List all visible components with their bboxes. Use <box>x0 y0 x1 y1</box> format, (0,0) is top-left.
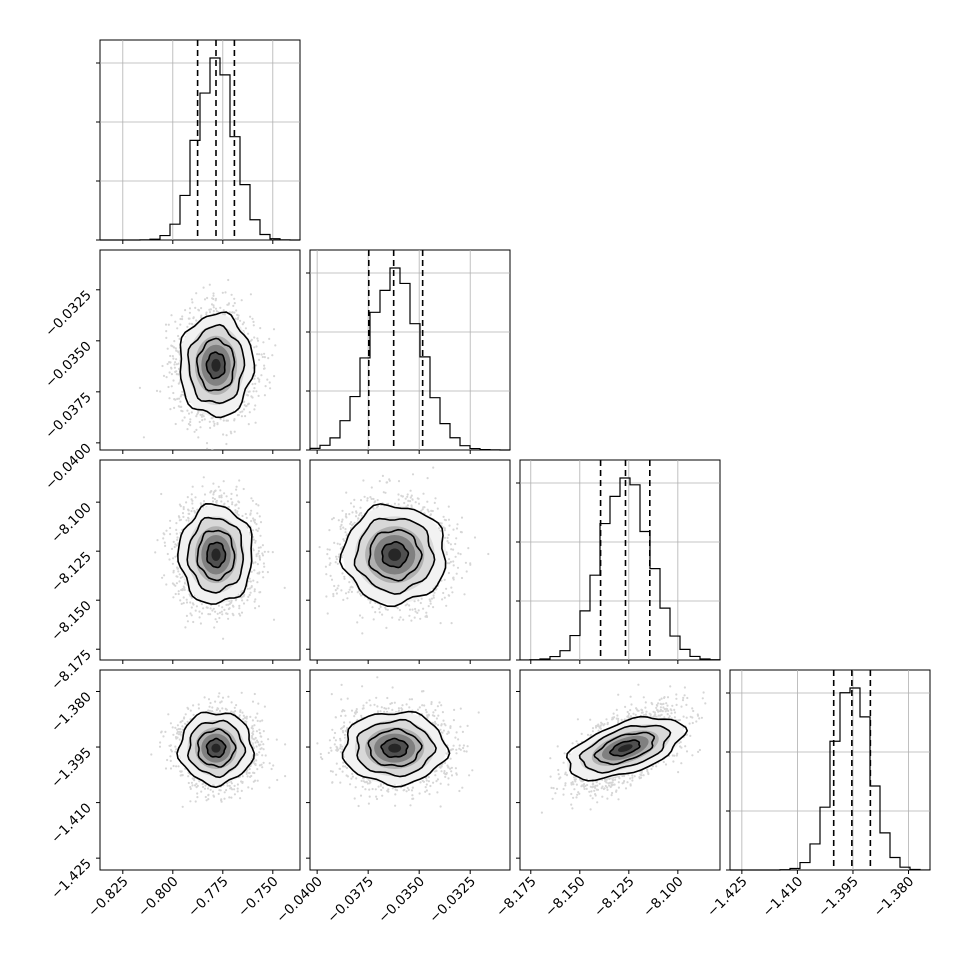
contour-level-2 <box>578 724 672 774</box>
contour-level-4 <box>205 351 226 380</box>
x-tick-label: −8.100 <box>640 874 687 921</box>
density-fill-6 <box>211 743 221 753</box>
histogram-panel-3 <box>516 459 721 664</box>
y-tick-label: −1.425 <box>48 856 95 903</box>
contour-level-3 <box>195 337 236 392</box>
contour-level-3 <box>368 528 423 582</box>
y-tick-label: −8.125 <box>48 549 95 596</box>
scatter-layer <box>318 466 490 635</box>
x-tick-label: −1.410 <box>760 874 807 921</box>
density-fill-6 <box>388 743 402 753</box>
contour-level-1 <box>176 711 256 789</box>
y-tick-label: −8.150 <box>48 598 95 645</box>
histogram-panel-4 <box>726 669 931 874</box>
x-tick-label: −0.0400 <box>273 874 326 927</box>
contour-level-3 <box>593 731 655 766</box>
x-tick-label: −0.0350 <box>375 874 428 927</box>
contour-level-2 <box>186 516 245 594</box>
x-tick-label: −8.175 <box>493 874 540 921</box>
y-tick-label: −0.0350 <box>42 338 95 391</box>
contour-level-3 <box>196 529 236 582</box>
scatter-layer <box>150 691 287 808</box>
scatter-layer <box>138 278 277 450</box>
y-tick-label: −8.100 <box>48 500 95 547</box>
y-tick-label: −0.0325 <box>42 287 95 340</box>
x-tick-label: −8.150 <box>542 874 589 921</box>
panel-frame <box>309 249 511 451</box>
y-tick-label: −0.0375 <box>42 389 95 442</box>
contour-level-1 <box>176 502 253 605</box>
contour-level-3 <box>196 728 237 768</box>
density-fill-6 <box>211 358 221 372</box>
histogram-step <box>309 267 511 451</box>
scatter-layer <box>154 476 286 640</box>
y-tick-label: −1.395 <box>48 745 95 792</box>
x-tick-label: −0.775 <box>185 874 232 921</box>
density-fill-6 <box>388 548 402 561</box>
scatter-panel-2-1 <box>96 249 301 454</box>
scatter-panel-3-2 <box>306 459 511 664</box>
x-tick-label: −8.125 <box>591 874 638 921</box>
histogram-step <box>730 687 931 871</box>
contour-level-4 <box>380 737 409 759</box>
contour-level-1 <box>179 311 256 419</box>
contour-level-3 <box>367 727 423 768</box>
contour-level-1 <box>341 710 451 788</box>
x-tick-label: −0.825 <box>85 874 132 921</box>
y-tick-label: −8.175 <box>48 647 95 694</box>
contour-level-2 <box>187 323 246 405</box>
contour-level-2 <box>186 719 247 779</box>
scatter-layer <box>316 676 480 808</box>
x-tick-label: −1.380 <box>871 874 918 921</box>
histogram-step <box>100 57 301 241</box>
x-tick-label: −0.0375 <box>324 874 377 927</box>
contour-level-4 <box>608 739 641 757</box>
contour-level-2 <box>353 517 436 595</box>
contour-level-1 <box>339 503 447 608</box>
density-fill-6 <box>618 744 633 753</box>
scatter-layer <box>540 683 707 814</box>
scatter-panel-4-2 <box>306 669 511 874</box>
scatter-panel-4-3 <box>516 669 721 874</box>
density-fill-6 <box>211 548 221 561</box>
histogram-panel-2 <box>306 249 511 454</box>
contour-level-4 <box>381 540 410 569</box>
y-tick-label: −1.380 <box>48 689 95 736</box>
contour-level-4 <box>206 541 227 569</box>
contour-level-1 <box>565 715 689 782</box>
scatter-panel-4-1 <box>96 669 301 874</box>
histogram-panel-1 <box>96 39 301 244</box>
y-tick-label: −0.0400 <box>42 440 95 493</box>
x-tick-label: −0.0325 <box>426 874 479 927</box>
x-tick-label: −1.425 <box>704 874 751 921</box>
contour-level-4 <box>205 737 227 759</box>
x-tick-label: −1.395 <box>815 874 862 921</box>
histogram-step <box>519 477 721 661</box>
x-tick-label: −0.800 <box>135 874 182 921</box>
y-tick-label: −1.410 <box>48 800 95 847</box>
scatter-panel-3-1 <box>96 459 301 664</box>
contour-level-2 <box>356 718 437 778</box>
